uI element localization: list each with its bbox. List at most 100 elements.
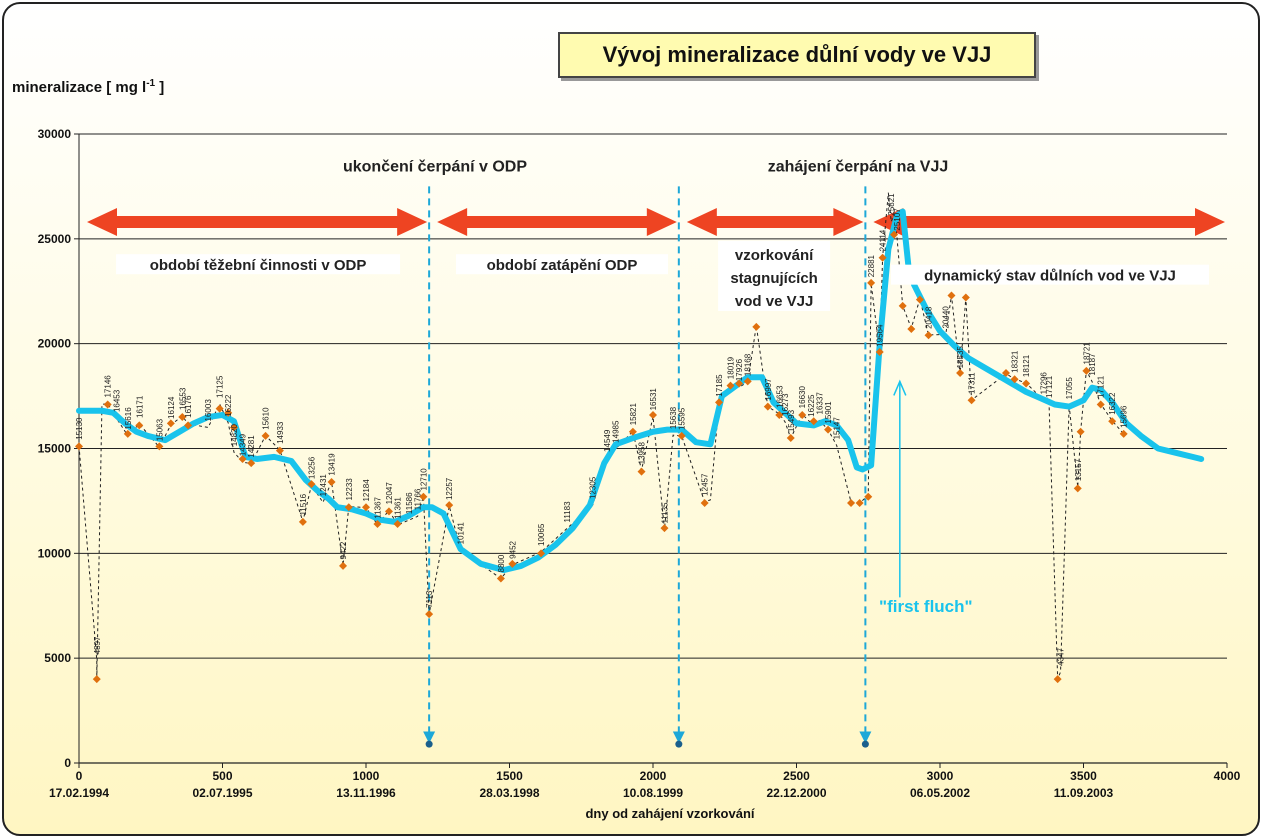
data-label: 12305 xyxy=(589,476,598,499)
vertical-marker-arrowhead xyxy=(859,731,872,744)
x-date-label: 13.11.1996 xyxy=(336,786,396,800)
sample-point xyxy=(1053,675,1062,684)
vertical-markers xyxy=(423,186,872,748)
sample-point xyxy=(878,253,887,262)
sample-point xyxy=(178,413,187,422)
sample-point xyxy=(1073,484,1082,493)
x-date-label: 06.05.2002 xyxy=(910,786,970,800)
data-label: 12457 xyxy=(701,473,710,496)
data-label: 12184 xyxy=(362,479,371,502)
data-label: 4897 xyxy=(93,636,102,654)
data-label: 17146 xyxy=(104,375,113,398)
sample-point xyxy=(215,404,224,413)
sample-point xyxy=(961,293,970,302)
data-label: 12431 xyxy=(319,474,328,497)
sample-point xyxy=(384,507,393,516)
period-label-stagnant-line: stagnujících xyxy=(730,270,818,287)
sample-point xyxy=(508,559,517,568)
sample-point xyxy=(1108,417,1117,426)
data-label: 14820 xyxy=(230,423,239,446)
sample-points xyxy=(75,230,1128,684)
x-tick-label: 4000 xyxy=(1214,769,1241,783)
data-label: 19564 xyxy=(876,324,885,347)
sample-point xyxy=(123,429,132,438)
y-tick-label: 10000 xyxy=(38,546,72,560)
sample-point xyxy=(967,396,976,405)
data-label: 20440 xyxy=(942,306,951,329)
period-arrow xyxy=(873,208,1225,237)
sample-point xyxy=(763,402,772,411)
period-label-flooding: období zatápění ODP xyxy=(487,257,638,274)
marker-dot xyxy=(861,740,869,748)
sample-point xyxy=(224,408,233,417)
data-label: 16997 xyxy=(764,378,773,401)
sample-point xyxy=(135,421,144,430)
sample-point xyxy=(1096,400,1105,409)
sample-point xyxy=(700,499,709,508)
data-label: 16225 xyxy=(807,394,816,417)
data-label: 16273 xyxy=(781,393,790,416)
sample-point xyxy=(875,348,884,357)
data-label: 16453 xyxy=(112,389,121,412)
data-label: 14985 xyxy=(612,420,621,443)
data-label: 14549 xyxy=(603,429,612,452)
x-date-label: 02.07.1995 xyxy=(192,786,252,800)
period-label-stagnant-line: vzorkování xyxy=(735,247,814,264)
data-label: 16171 xyxy=(135,395,144,418)
trend-polyline xyxy=(76,208,1205,574)
sample-point xyxy=(677,431,686,440)
period-label-bg xyxy=(718,240,831,311)
data-label: 11361 xyxy=(394,497,403,519)
sample-point xyxy=(864,492,873,501)
sample-point xyxy=(824,425,833,434)
data-label: 16553 xyxy=(178,387,187,410)
data-label: 18535 xyxy=(956,346,965,369)
sample-point xyxy=(419,492,428,501)
data-label: 24114 xyxy=(879,229,888,251)
x-tick-label: 1500 xyxy=(496,769,523,783)
data-label: 13157 xyxy=(1074,458,1083,481)
period-label-bg xyxy=(455,254,668,275)
data-label: 16322 xyxy=(1108,392,1117,415)
sample-point xyxy=(907,324,916,333)
sample-point xyxy=(1119,429,1128,438)
data-label: 16003 xyxy=(204,399,213,422)
data-label: 15901 xyxy=(824,401,833,424)
period-label-bg xyxy=(891,264,1209,285)
data-label: 13958 xyxy=(638,442,647,465)
data-label: 18187 xyxy=(1088,353,1097,376)
data-label: 17185 xyxy=(715,374,724,397)
data-label: 18321 xyxy=(1011,350,1020,373)
sample-point xyxy=(715,398,724,407)
data-label: 15616 xyxy=(124,407,133,430)
y-tick-label: 15000 xyxy=(38,442,72,456)
sample-point xyxy=(247,459,256,468)
sample-point xyxy=(898,301,907,310)
sample-point xyxy=(307,480,316,489)
data-label: 15147 xyxy=(833,417,842,440)
sample-point xyxy=(229,423,238,432)
trend-line xyxy=(76,208,1205,574)
y-tick-label: 20000 xyxy=(38,337,72,351)
y-axis-label-sup: -1 xyxy=(146,78,156,89)
data-label: 7113 xyxy=(425,590,434,608)
sample-point xyxy=(103,400,112,409)
marker-dot xyxy=(675,740,683,748)
y-axis-label: mineralizace [ mg l-1 ] xyxy=(12,78,164,96)
data-label: 11766 xyxy=(414,488,423,510)
sample-point xyxy=(445,501,454,510)
data-label: 16222 xyxy=(224,394,233,417)
data-label: 10065 xyxy=(537,523,546,546)
first-fluch-arrowhead xyxy=(893,379,907,396)
data-label: 16630 xyxy=(798,386,807,409)
x-tick-label: 500 xyxy=(212,769,232,783)
x-date-label: 28.03.1998 xyxy=(479,786,539,800)
y-tick-label: 30000 xyxy=(38,127,72,141)
data-label: 9422 xyxy=(339,541,348,559)
data-label: 15063 xyxy=(155,418,164,441)
sample-point xyxy=(956,369,965,378)
x-date-label: 11.09.2003 xyxy=(1054,786,1114,800)
marker-dot xyxy=(425,740,433,748)
sample-point xyxy=(1002,369,1011,378)
